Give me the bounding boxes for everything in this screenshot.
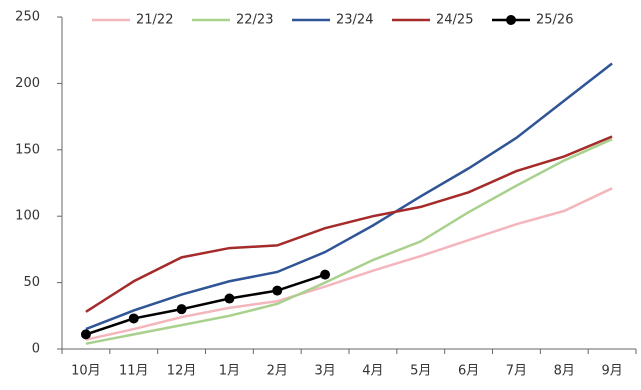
point xyxy=(128,313,139,324)
series-line xyxy=(85,62,613,331)
point xyxy=(272,285,283,296)
point xyxy=(176,304,187,315)
x-tick-label: 7月 xyxy=(506,364,527,379)
legend-label: 24/25 xyxy=(436,13,473,28)
x-tick-label: 10月 xyxy=(71,364,101,379)
x-tick-label: 3月 xyxy=(314,364,335,379)
legend-label: 21/22 xyxy=(136,13,173,28)
point xyxy=(80,329,91,340)
x-tick-label: 6月 xyxy=(458,364,479,379)
x-tick-label: 4月 xyxy=(362,364,383,379)
x-tick-label: 12月 xyxy=(167,364,197,379)
legend-label: 25/26 xyxy=(536,13,573,28)
y-tick-label: 150 xyxy=(15,142,40,157)
x-tick-label: 5月 xyxy=(410,364,431,379)
x-tick-label: 9月 xyxy=(601,364,622,379)
y-tick-label: 200 xyxy=(15,76,40,91)
series-line xyxy=(85,187,613,341)
series-line xyxy=(85,138,613,345)
y-tick-label: 100 xyxy=(15,209,40,224)
x-tick-label: 1月 xyxy=(219,364,240,379)
y-tick-label: 250 xyxy=(15,10,40,25)
legend-marker xyxy=(506,15,516,25)
series-line xyxy=(85,273,326,336)
series-line xyxy=(85,135,613,313)
y-tick-label: 50 xyxy=(23,275,40,290)
y-tick-label: 0 xyxy=(32,342,40,357)
x-tick-label: 11月 xyxy=(119,364,149,379)
x-tick-label: 2月 xyxy=(267,364,288,379)
legend-label: 23/24 xyxy=(336,13,373,28)
point xyxy=(224,293,235,304)
legend-label: 22/23 xyxy=(236,13,273,28)
x-tick-label: 8月 xyxy=(554,364,575,379)
point xyxy=(320,269,331,280)
